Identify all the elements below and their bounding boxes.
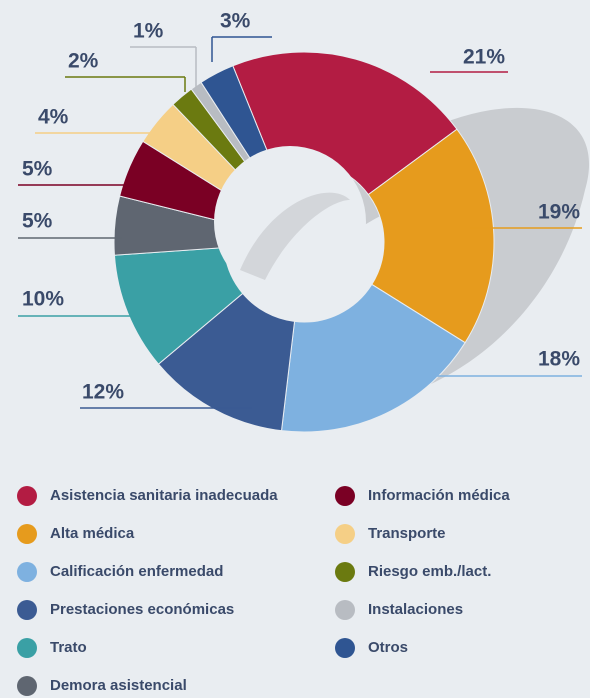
legend-swatch [335,600,355,620]
donut-segment [280,283,466,433]
legend-label: Asistencia sanitaria inadecuada [50,487,278,504]
legend-swatch [17,524,37,544]
data-label: 1% [133,20,164,43]
legend-label: Alta médica [50,525,135,542]
legend-swatch [335,524,355,544]
legend-label: Trato [50,639,87,656]
data-label: 19% [538,201,580,224]
data-label: 5% [22,158,53,181]
data-label: 10% [22,288,64,311]
data-label: 12% [82,381,124,404]
legend-swatch [335,638,355,658]
legend-label: Información médica [368,487,510,504]
donut-segment [367,128,495,344]
legend-label: Riesgo emb./lact. [368,563,491,580]
legend-swatch [17,562,37,582]
legend-swatch [17,600,37,620]
legend-label: Otros [368,639,408,656]
legend-swatch [17,638,37,658]
data-label: 3% [220,10,251,33]
legend-swatch [17,676,37,696]
data-label: 5% [22,210,53,233]
legend-label: Calificación enfermedad [50,563,223,580]
legend-swatch [335,486,355,506]
data-label: 18% [538,348,580,371]
legend-label: Demora asistencial [50,677,187,694]
data-label: 21% [463,46,505,69]
legend-label: Prestaciones económicas [50,601,234,618]
donut [113,51,495,433]
legend-swatch [335,562,355,582]
legend-label: Transporte [368,525,446,542]
hole-shadow [240,192,350,280]
legend-swatch [17,486,37,506]
data-label: 2% [68,50,99,73]
data-label: 4% [38,106,69,129]
legend-label: Instalaciones [368,601,463,618]
